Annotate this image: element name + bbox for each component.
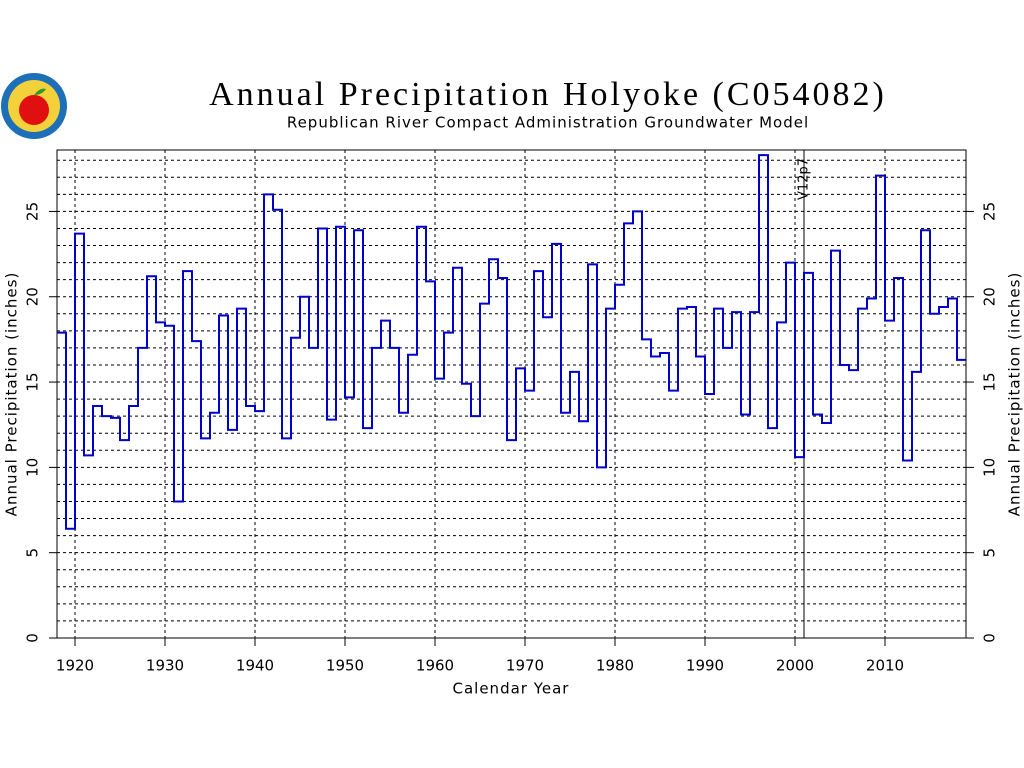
precip-line xyxy=(57,154,966,530)
x-tick-label: 1960 xyxy=(416,657,454,675)
y2-tick-label: 15 xyxy=(981,373,999,392)
chart-subtitle: Republican River Compact Administration … xyxy=(287,114,809,132)
y2-tick-label: 20 xyxy=(981,287,999,306)
y-tick-label: 5 xyxy=(24,548,42,558)
y-tick-label: 25 xyxy=(24,202,42,221)
x-tick-label: 1950 xyxy=(326,657,364,675)
x-tick-label: 1930 xyxy=(146,657,184,675)
y2-tick-label: 10 xyxy=(981,458,999,477)
x-tick-label: 1990 xyxy=(686,657,724,675)
chart-title: Annual Precipitation Holyoke (C054082) xyxy=(209,76,887,113)
y2-axis-label: Annual Precipitation (inches) xyxy=(1006,272,1024,517)
y2-tick-label: 25 xyxy=(981,202,999,221)
x-tick-label: 1940 xyxy=(236,657,274,675)
x-tick-label: 2000 xyxy=(776,657,814,675)
y-tick-label: 20 xyxy=(24,287,42,306)
y-axis-label: Annual Precipitation (inches) xyxy=(3,272,21,517)
x-axis-label: Calendar Year xyxy=(453,680,570,698)
y2-tick-label: 0 xyxy=(981,633,999,643)
y-tick-label: 0 xyxy=(24,633,42,643)
x-tick-label: 1920 xyxy=(56,657,94,675)
logo xyxy=(1,73,67,139)
y-tick-label: 15 xyxy=(24,373,42,392)
y-tick-label: 10 xyxy=(24,458,42,477)
annotation-label: V12p7 xyxy=(797,158,812,200)
x-tick-label: 2010 xyxy=(866,657,904,675)
y2-tick-label: 5 xyxy=(981,548,999,558)
x-tick-label: 1980 xyxy=(596,657,634,675)
plot-frame xyxy=(56,149,967,639)
x-tick-label: 1970 xyxy=(506,657,544,675)
